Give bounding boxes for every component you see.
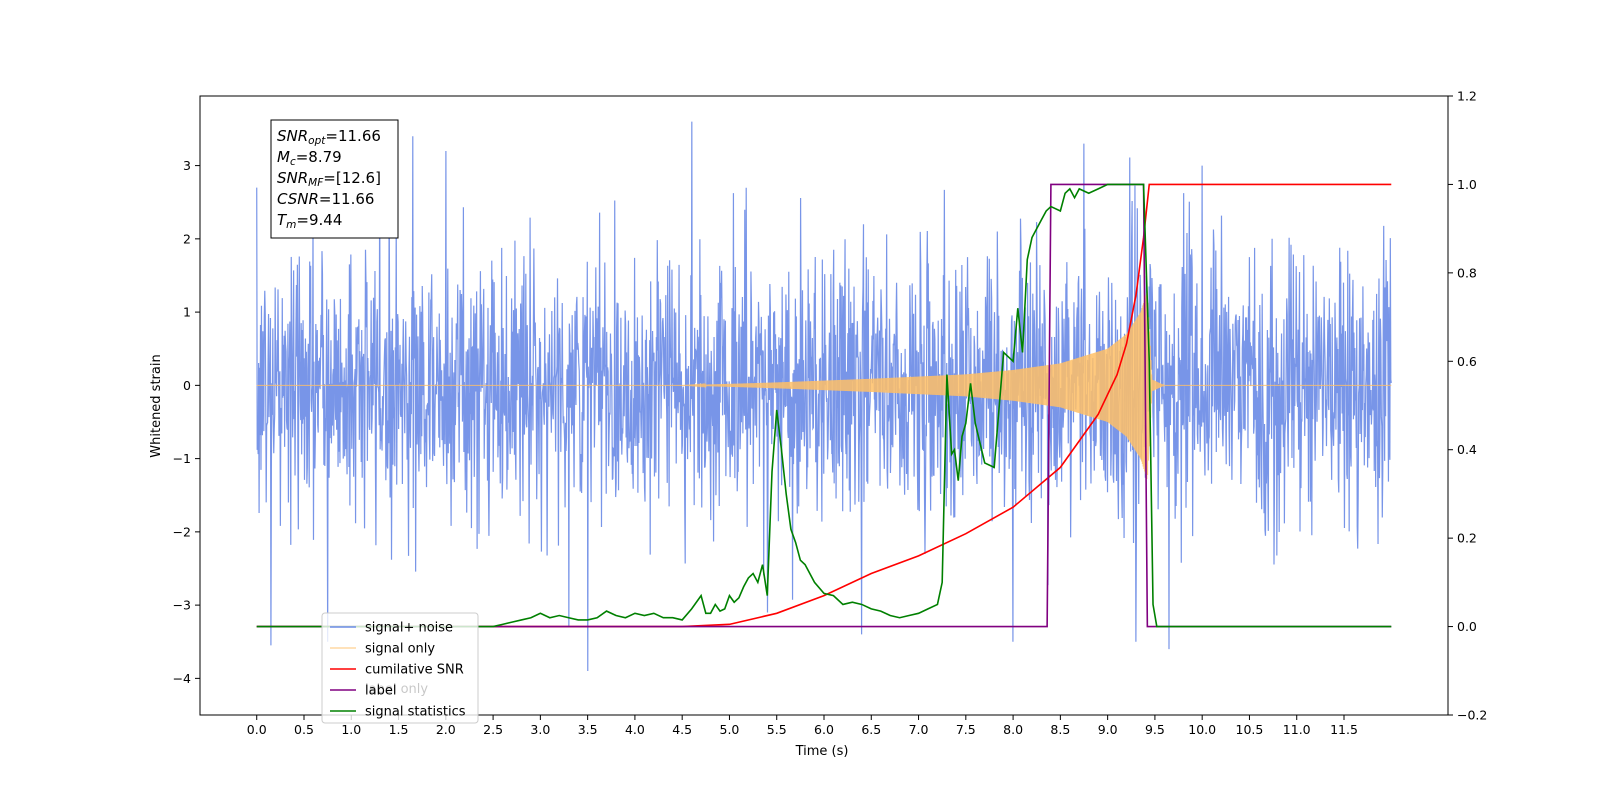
x-axis-title: Time (s) bbox=[795, 744, 849, 759]
series-signal-statistics bbox=[256, 183, 1392, 628]
legend-hidden-label: label only bbox=[365, 682, 428, 697]
x-tick-label: 11.5 bbox=[1330, 722, 1358, 737]
x-tick-label: 1.5 bbox=[389, 722, 409, 737]
y2-tick-label: 0.4 bbox=[1457, 442, 1477, 457]
legend-entry: label bbox=[365, 684, 396, 699]
x-tick-label: 1.0 bbox=[341, 722, 361, 737]
x-tick-label: 7.0 bbox=[909, 722, 929, 737]
x-axis: 0.0 0.5 1.0 1.5 2.0 2.5 3.0 3.5 4.0 4.5 5.0 5.5 6.0 6… bbox=[247, 715, 1358, 737]
x-tick-label: 10.0 bbox=[1188, 722, 1216, 737]
y2-tick-label: −0.2 bbox=[1457, 708, 1487, 723]
x-tick-label: 2.0 bbox=[436, 722, 456, 737]
y-tick-label: 2 bbox=[183, 231, 191, 246]
legend-entry: cumilative SNR bbox=[365, 663, 464, 678]
x-tick-label: 9.5 bbox=[1145, 722, 1165, 737]
x-tick-label: 4.0 bbox=[625, 722, 645, 737]
y2-tick-label: 0.2 bbox=[1457, 531, 1477, 546]
y2-tick-label: 1.2 bbox=[1457, 89, 1477, 104]
series-signal-only bbox=[256, 290, 1392, 480]
y2-tick-label: 0.0 bbox=[1457, 619, 1477, 634]
x-tick-label: 6.5 bbox=[861, 722, 881, 737]
plot-area bbox=[256, 121, 1392, 672]
legend-entry: signal statistics bbox=[365, 705, 466, 720]
x-tick-label: 10.5 bbox=[1236, 722, 1264, 737]
y-tick-label: −4 bbox=[173, 671, 191, 686]
x-tick-label: 8.0 bbox=[1003, 722, 1023, 737]
x-tick-label: 2.5 bbox=[483, 722, 503, 737]
legend-entry: signal+ noise bbox=[365, 621, 453, 636]
annotation-line: SNRopt=11.66 bbox=[277, 127, 381, 147]
x-tick-label: 5.0 bbox=[720, 722, 740, 737]
series-signal-noise bbox=[256, 121, 1392, 672]
x-tick-label: 0.0 bbox=[247, 722, 267, 737]
x-tick-label: 8.5 bbox=[1050, 722, 1070, 737]
annotation-line: SNRMF=[12.6] bbox=[277, 169, 381, 189]
y-tick-label: 1 bbox=[183, 305, 191, 320]
x-tick-label: 9.0 bbox=[1098, 722, 1118, 737]
y2-tick-label: 0.6 bbox=[1457, 354, 1477, 369]
y2-tick-label: 1.0 bbox=[1457, 177, 1477, 192]
x-tick-label: 7.5 bbox=[956, 722, 976, 737]
x-tick-label: 0.5 bbox=[294, 722, 314, 737]
x-tick-label: 4.5 bbox=[672, 722, 692, 737]
legend-entry: signal only bbox=[365, 642, 435, 657]
y2-tick-label: 0.8 bbox=[1457, 265, 1477, 280]
series-cumulative-snr bbox=[256, 183, 1392, 628]
y-axis-right: −0.2 0.0 0.2 0.4 0.6 0.8 1.0 1.2 bbox=[1448, 89, 1487, 723]
legend: label only signal+ noise signal only cumila… bbox=[321, 612, 479, 724]
y-axis-title: Whitened strain bbox=[149, 354, 164, 457]
y-tick-label: −3 bbox=[173, 598, 191, 613]
annotation-box bbox=[270, 119, 399, 239]
stats-annotation: SNRopt=11.66Mc=8.79SNRMF=[12.6]CSNR=11.6… bbox=[270, 119, 399, 239]
y-tick-label: 3 bbox=[183, 158, 191, 173]
x-tick-label: 6.0 bbox=[814, 722, 834, 737]
legend-box bbox=[321, 612, 479, 724]
y-axis-left: −4 −3 −2 −1 0 1 2 3 bbox=[173, 158, 200, 686]
annotation-line: Mc=8.79 bbox=[277, 148, 342, 168]
x-tick-label: 11.0 bbox=[1283, 722, 1311, 737]
annotation-line: CSNR=11.66 bbox=[277, 190, 374, 208]
y-tick-label: 0 bbox=[183, 378, 191, 393]
y-tick-label: −2 bbox=[173, 524, 191, 539]
annotation-line: Tm=9.44 bbox=[277, 211, 342, 231]
x-tick-label: 3.0 bbox=[530, 722, 550, 737]
x-tick-label: 3.5 bbox=[578, 722, 598, 737]
y-tick-label: −1 bbox=[173, 451, 191, 466]
x-tick-label: 5.5 bbox=[767, 722, 787, 737]
